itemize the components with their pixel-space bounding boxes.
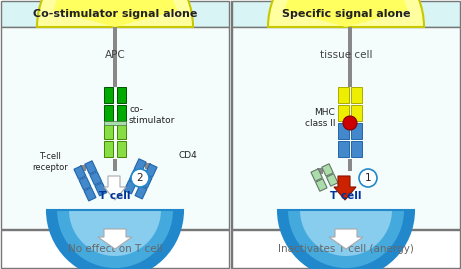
Bar bbox=[317, 168, 323, 174]
Wedge shape bbox=[268, 0, 424, 27]
Bar bbox=[1, 27, 229, 229]
Bar bbox=[117, 123, 126, 139]
Polygon shape bbox=[104, 176, 126, 200]
Bar bbox=[80, 165, 86, 171]
Bar bbox=[348, 27, 352, 87]
Text: Co-stimulator signal alone: Co-stimulator signal alone bbox=[33, 9, 197, 19]
Polygon shape bbox=[79, 177, 91, 190]
Bar bbox=[113, 27, 117, 87]
Polygon shape bbox=[85, 161, 97, 174]
Polygon shape bbox=[322, 164, 333, 176]
Polygon shape bbox=[95, 183, 107, 196]
Bar bbox=[338, 87, 349, 103]
Wedge shape bbox=[69, 210, 161, 256]
Polygon shape bbox=[316, 179, 327, 191]
Bar bbox=[104, 105, 113, 121]
Circle shape bbox=[359, 169, 377, 187]
Bar bbox=[104, 123, 113, 139]
Polygon shape bbox=[74, 166, 86, 179]
Bar bbox=[113, 159, 117, 171]
Polygon shape bbox=[326, 174, 338, 186]
Text: No effect on T cell: No effect on T cell bbox=[68, 244, 162, 254]
Polygon shape bbox=[98, 229, 132, 249]
Bar bbox=[117, 87, 126, 103]
Text: T-cell
receptor: T-cell receptor bbox=[32, 152, 68, 172]
Polygon shape bbox=[129, 170, 141, 183]
Bar bbox=[232, 230, 460, 268]
Bar bbox=[351, 141, 362, 157]
Bar bbox=[145, 163, 151, 169]
Bar bbox=[117, 141, 126, 157]
Polygon shape bbox=[135, 186, 147, 199]
Polygon shape bbox=[90, 172, 102, 185]
Text: T cell: T cell bbox=[99, 191, 131, 201]
Text: MHC
class II: MHC class II bbox=[305, 108, 335, 128]
Wedge shape bbox=[47, 210, 183, 269]
Wedge shape bbox=[53, 0, 177, 27]
Polygon shape bbox=[145, 164, 157, 177]
Wedge shape bbox=[288, 210, 404, 268]
Wedge shape bbox=[284, 0, 408, 27]
Text: co-
stimulator: co- stimulator bbox=[129, 105, 175, 125]
Polygon shape bbox=[311, 169, 322, 181]
Wedge shape bbox=[278, 210, 414, 269]
Wedge shape bbox=[37, 0, 193, 27]
Bar bbox=[338, 105, 349, 121]
Bar bbox=[338, 141, 349, 157]
Text: CD4: CD4 bbox=[178, 150, 197, 160]
Text: tissue cell: tissue cell bbox=[320, 50, 372, 60]
Polygon shape bbox=[84, 187, 96, 201]
Wedge shape bbox=[57, 210, 173, 268]
Polygon shape bbox=[334, 176, 356, 200]
Bar bbox=[338, 123, 349, 139]
Bar bbox=[351, 87, 362, 103]
Polygon shape bbox=[329, 229, 363, 249]
Bar bbox=[1, 1, 229, 27]
Bar bbox=[1, 230, 229, 268]
Polygon shape bbox=[124, 180, 136, 194]
Polygon shape bbox=[140, 175, 152, 188]
Text: APC: APC bbox=[105, 50, 125, 60]
Bar bbox=[104, 121, 126, 125]
Circle shape bbox=[131, 169, 149, 187]
Text: Specific signal alone: Specific signal alone bbox=[282, 9, 410, 19]
Bar bbox=[232, 27, 460, 229]
Bar bbox=[104, 87, 113, 103]
Bar bbox=[104, 141, 113, 157]
Text: 2: 2 bbox=[137, 173, 143, 183]
Text: 1: 1 bbox=[365, 173, 371, 183]
Circle shape bbox=[343, 116, 357, 130]
Wedge shape bbox=[300, 210, 392, 256]
Polygon shape bbox=[134, 159, 146, 172]
Bar bbox=[117, 105, 126, 121]
Text: T cell: T cell bbox=[330, 191, 362, 201]
Bar bbox=[348, 159, 352, 171]
Text: Inactivates T cell (anergy): Inactivates T cell (anergy) bbox=[278, 244, 414, 254]
Bar bbox=[232, 1, 460, 27]
Bar bbox=[351, 123, 362, 139]
Bar bbox=[351, 105, 362, 121]
